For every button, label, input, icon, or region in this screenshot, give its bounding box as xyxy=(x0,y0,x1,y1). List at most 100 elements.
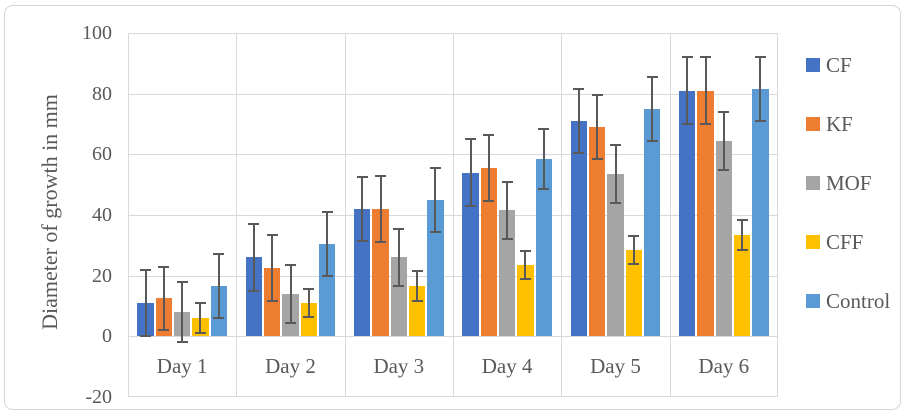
error-bar-cf-day-5-cap-top xyxy=(573,88,585,91)
error-bar-kf-day-4-cap-bottom xyxy=(483,200,495,203)
legend-label-control: Control xyxy=(826,288,891,313)
error-bar-cff-day-6 xyxy=(741,219,744,250)
bar-cff-day-3 xyxy=(408,286,426,337)
category-divider-2 xyxy=(344,33,346,397)
error-bar-mof-day-3 xyxy=(397,228,400,287)
category-divider-3 xyxy=(453,33,454,397)
x-label-day-6: Day 6 xyxy=(698,354,750,378)
error-bar-control-day-6 xyxy=(759,57,762,121)
bar-cf-day-6 xyxy=(678,90,696,337)
legend-swatch-cf xyxy=(806,58,820,72)
error-bar-cf-day-4 xyxy=(469,139,472,206)
error-bar-mof-day-6 xyxy=(722,111,725,170)
plot-area xyxy=(128,33,778,397)
bar-control-day-6 xyxy=(752,89,769,337)
bar-control-day-3 xyxy=(427,199,444,337)
error-bar-kf-day-1-cap-bottom xyxy=(158,329,170,332)
bar-cff-day-6 xyxy=(733,234,751,337)
bar-kf-day-6 xyxy=(697,90,714,337)
legend-item-kf: KF xyxy=(806,112,904,136)
error-bar-cf-day-5-cap-bottom xyxy=(573,151,585,154)
legend-swatch-mof xyxy=(806,176,820,190)
y-tick-label-40: 40 xyxy=(92,204,112,226)
error-bar-kf-day-1-cap-top xyxy=(158,265,170,268)
bar-cf-day-4 xyxy=(462,172,479,337)
error-bar-control-day-4-cap-bottom xyxy=(538,188,550,191)
error-bar-control-day-3-cap-bottom xyxy=(429,230,441,233)
bar-mof-day-3 xyxy=(390,257,408,337)
y-tick-label-0: 0 xyxy=(102,325,112,348)
error-bar-mof-day-5-cap-bottom xyxy=(610,201,621,204)
error-bar-mof-day-3-cap-bottom xyxy=(393,285,405,288)
bar-kf-day-3 xyxy=(372,208,389,337)
error-bar-control-day-3-cap-top xyxy=(429,166,441,169)
y-axis-tick-labels: 100 80 60 40 20 0 -20 xyxy=(0,0,112,418)
error-bar-cf-day-3-cap-top xyxy=(356,176,368,179)
legend-item-cf: CF xyxy=(806,52,904,77)
error-bar-cf-day-4-cap-bottom xyxy=(465,204,477,207)
x-label-day-2: Day 2 xyxy=(265,354,316,378)
bar-mof-day-5 xyxy=(607,174,624,337)
error-bar-mof-day-5-cap-top xyxy=(610,144,621,147)
error-bar-kf-day-2 xyxy=(271,234,274,302)
error-bar-cff-day-1-cap-top xyxy=(194,301,206,304)
x-axis-category-labels: Day 1 Day 2 Day 3 Day 4 Day 5 Day 6 xyxy=(128,336,778,397)
legend-item-control: Control xyxy=(806,288,904,313)
bar-control-day-2 xyxy=(318,243,336,337)
error-bar-cf-day-3 xyxy=(361,177,364,241)
chart-frame xyxy=(4,5,901,410)
error-bar-mof-day-2 xyxy=(289,265,292,323)
bar-kf-day-5 xyxy=(588,127,606,337)
error-bar-control-day-1-cap-top xyxy=(213,253,225,256)
error-bar-cff-day-6-cap-top xyxy=(736,218,748,221)
error-bar-control-day-5-cap-top xyxy=(646,75,658,78)
error-bar-mof-day-4-cap-bottom xyxy=(501,238,513,241)
category-divider-5 xyxy=(669,33,671,397)
y-tick-label-100: 100 xyxy=(82,22,112,44)
legend-swatch-kf xyxy=(806,117,820,131)
legend-swatch-cff xyxy=(806,235,820,249)
error-bar-kf-day-2-cap-top xyxy=(266,233,278,236)
error-bar-cf-day-1-cap-top xyxy=(140,268,152,271)
error-bar-cff-day-5-cap-bottom xyxy=(628,262,640,265)
error-bar-mof-day-4 xyxy=(506,181,509,240)
error-bar-kf-day-6-cap-bottom xyxy=(700,123,712,125)
category-divider-4 xyxy=(561,33,563,397)
error-bar-cff-day-4-cap-bottom xyxy=(519,277,531,280)
error-bar-kf-day-3-cap-top xyxy=(375,174,387,177)
error-bar-cff-day-2-cap-top xyxy=(303,288,315,291)
legend-label-cf: CF xyxy=(826,52,852,77)
error-bar-cff-day-1-cap-bottom xyxy=(194,332,206,335)
error-bar-cff-day-5 xyxy=(632,236,635,264)
error-bar-cff-day-2-cap-bottom xyxy=(303,315,315,318)
error-bar-kf-day-4 xyxy=(487,134,490,202)
legend-swatch-control xyxy=(806,294,820,308)
error-bar-cff-day-3 xyxy=(416,271,419,302)
error-bar-cff-day-5-cap-top xyxy=(628,235,640,238)
bar-mof-day-4 xyxy=(498,210,516,337)
error-bar-control-day-1 xyxy=(217,254,220,319)
error-bar-cf-day-6-cap-bottom xyxy=(681,123,693,125)
error-bar-mof-day-1-cap-bottom xyxy=(176,341,188,344)
bar-cf-day-5 xyxy=(570,120,588,337)
error-bar-mof-day-6-cap-bottom xyxy=(718,168,730,171)
legend-label-mof: MOF xyxy=(826,170,872,195)
category-divider-1 xyxy=(236,33,238,397)
error-bar-control-day-5 xyxy=(651,76,654,141)
legend: CF KF MOF CFF Control xyxy=(806,52,904,313)
x-label-day-4: Day 4 xyxy=(481,354,533,378)
x-label-day-1: Day 1 xyxy=(156,354,208,378)
error-bar-kf-day-5 xyxy=(596,95,599,159)
error-bar-cf-day-4-cap-top xyxy=(465,138,477,141)
bar-control-day-4 xyxy=(535,158,553,337)
error-bar-mof-day-1 xyxy=(181,281,184,343)
error-bar-cff-day-6-cap-bottom xyxy=(736,248,748,251)
error-bar-cf-day-5 xyxy=(577,89,580,153)
error-bar-cf-day-1 xyxy=(144,269,147,337)
bar-mof-day-6 xyxy=(715,140,733,337)
error-bar-kf-day-3-cap-bottom xyxy=(375,241,387,244)
error-bar-cff-day-4-cap-top xyxy=(519,250,531,253)
error-bar-kf-day-6 xyxy=(704,57,707,124)
error-bar-kf-day-1 xyxy=(162,266,165,331)
error-bar-cff-day-1 xyxy=(199,302,202,334)
